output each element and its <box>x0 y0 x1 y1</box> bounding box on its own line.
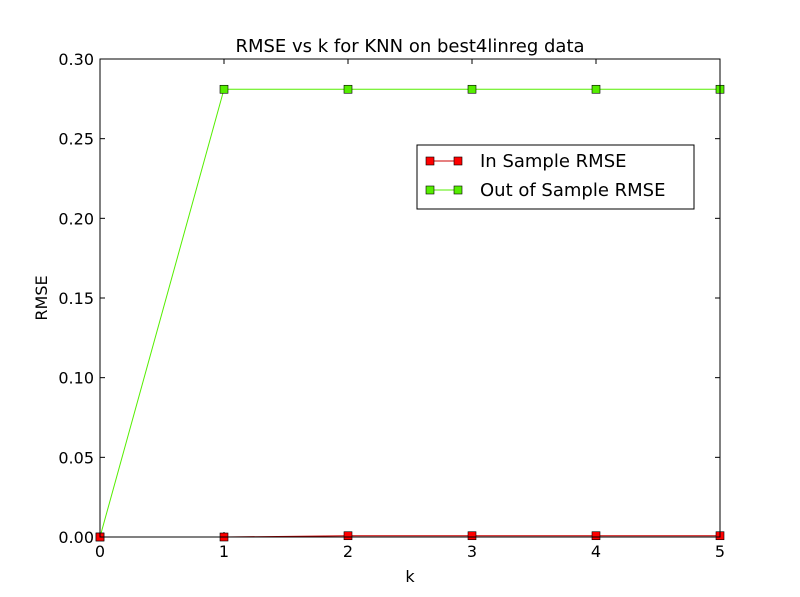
legend-label: Out of Sample RMSE <box>480 180 665 201</box>
legend: In Sample RMSE Out of Sample RMSE <box>416 144 695 210</box>
legend-marker <box>453 185 463 195</box>
legend-marker <box>453 156 463 166</box>
x-axis-label: k <box>405 567 415 586</box>
x-tick-label: 1 <box>219 542 229 561</box>
series-marker <box>467 84 477 94</box>
x-tick-label: 0 <box>95 542 105 561</box>
x-tick-label: 3 <box>467 542 477 561</box>
y-tick-label: 0.25 <box>58 130 94 149</box>
series-marker <box>591 531 601 541</box>
legend-marker <box>425 156 435 166</box>
series-marker <box>467 531 477 541</box>
legend-box <box>416 144 695 210</box>
x-tick-label: 5 <box>715 542 725 561</box>
plot-area-frame <box>99 58 721 538</box>
y-tick-label: 0.30 <box>58 50 94 69</box>
y-tick-label: 0.15 <box>58 289 94 308</box>
x-tick-label: 4 <box>591 542 601 561</box>
y-tick-label: 0.10 <box>58 369 94 388</box>
y-tick-label: 0.00 <box>58 528 94 547</box>
y-tick-label: 0.20 <box>58 209 94 228</box>
legend-label: In Sample RMSE <box>480 151 627 172</box>
series-marker <box>343 84 353 94</box>
series-marker <box>219 84 229 94</box>
y-tick-label: 0.05 <box>58 448 94 467</box>
series-marker <box>343 531 353 541</box>
axis-ticks: 0 1 2 3 4 5 0.00 0.05 0.10 0.15 0.20 0.25 0.30 <box>58 50 725 561</box>
series-line <box>99 88 720 538</box>
legend-marker <box>425 185 435 195</box>
series-marker <box>591 84 601 94</box>
chart-title: RMSE vs k for KNN on best4linreg data <box>235 36 584 57</box>
y-axis-label: RMSE <box>32 275 51 320</box>
x-tick-label: 2 <box>343 542 353 561</box>
